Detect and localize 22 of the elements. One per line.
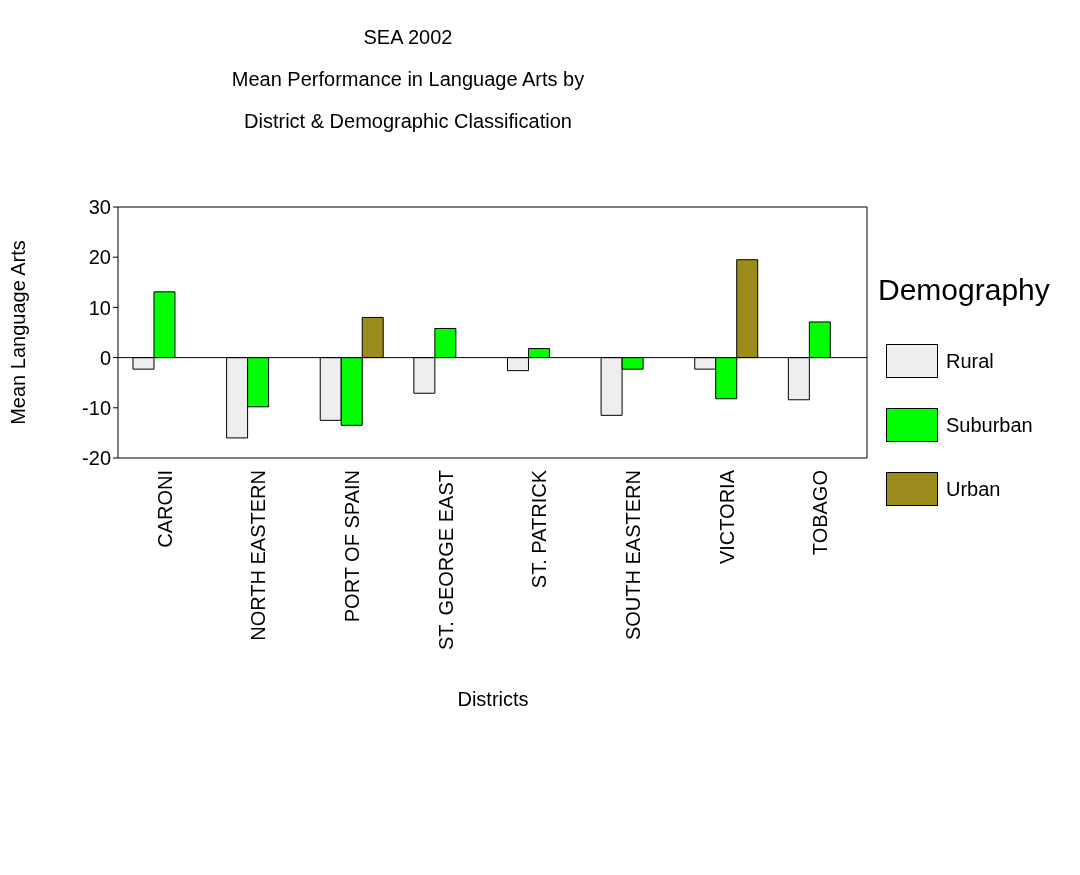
legend-label: Rural	[946, 349, 994, 373]
x-tick-label: ST. GEORGE EAST	[434, 470, 457, 651]
x-axis-title: Districts	[456, 688, 530, 711]
y-tick-label: 20	[88, 246, 111, 269]
x-tick-label: CARONI	[153, 470, 176, 548]
chart-subtitle: Mean Performance in Language Arts by District & Demographic Classification	[230, 67, 586, 134]
y-tick-label: -10	[82, 396, 111, 419]
x-tick-label: SOUTH EASTERN	[621, 470, 644, 641]
y-tick-label: 30	[88, 196, 111, 219]
x-tick-label: NORTH EASTERN	[247, 470, 270, 641]
legend-label: Urban	[946, 477, 1001, 501]
y-tick-label: 10	[88, 296, 111, 319]
x-tick-label: PORT OF SPAIN	[341, 470, 364, 623]
x-tick-label: ST. PATRICK	[528, 469, 551, 589]
x-tick-label: VICTORIA	[715, 469, 738, 565]
legend-title: Demography	[878, 273, 1050, 307]
x-tick-label: TOBAGO	[809, 470, 832, 556]
y-axis-title: Mean Language Arts	[7, 240, 30, 425]
chart-title: SEA 2002	[362, 25, 454, 50]
y-tick-label: -20	[82, 447, 111, 470]
legend-label: Suburban	[946, 413, 1033, 437]
y-tick-label: 0	[99, 346, 111, 369]
